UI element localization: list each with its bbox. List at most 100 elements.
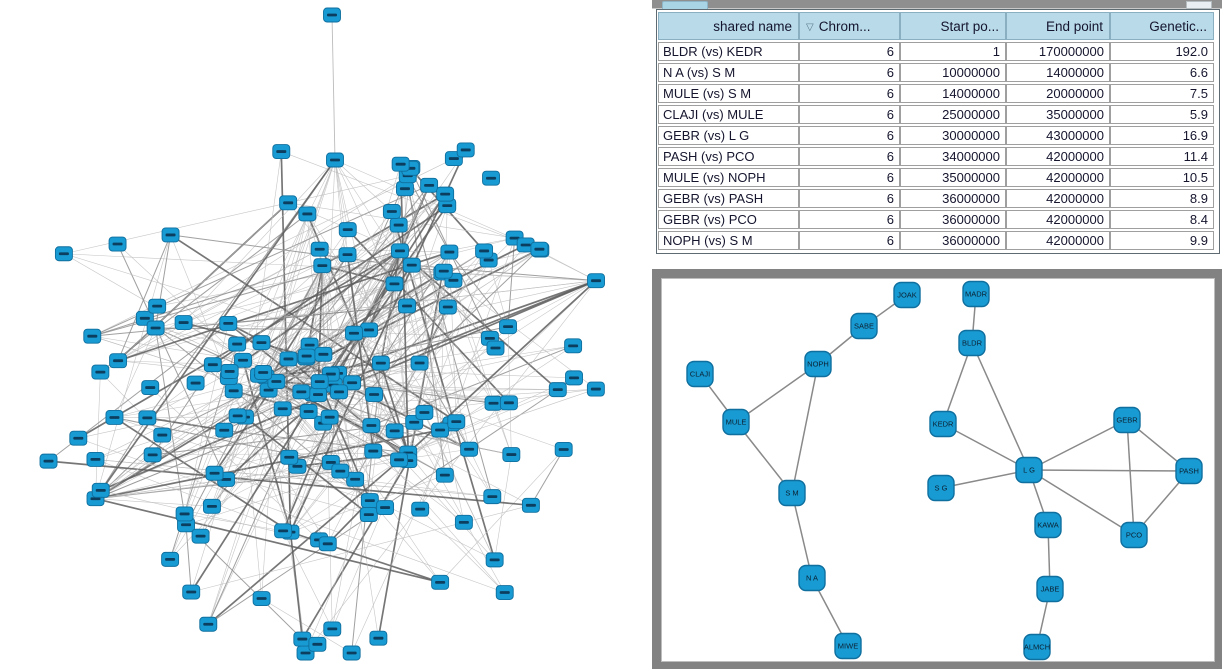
overview-network-node[interactable] — [83, 328, 102, 344]
network-node-L G[interactable]: L G — [1015, 456, 1043, 484]
overview-network-node[interactable] — [338, 222, 357, 238]
overview-network-node[interactable] — [228, 336, 247, 352]
overview-network-node[interactable] — [499, 319, 518, 335]
column-header-chromosome[interactable]: ▽ Chrom... — [799, 12, 900, 40]
overview-network-node[interactable] — [431, 422, 450, 438]
table-row[interactable]: NOPH (vs) S M 6 36000000 42000000 9.9 — [658, 231, 1214, 250]
overview-network-node[interactable] — [108, 236, 127, 252]
network-node-MULE[interactable]: MULE — [722, 408, 750, 436]
network-node-BLDR[interactable]: BLDR — [958, 329, 986, 357]
overview-network-node[interactable] — [447, 414, 466, 430]
overview-network-node[interactable] — [475, 243, 494, 259]
strip-slider-fragment[interactable] — [1186, 1, 1212, 9]
overview-network-node[interactable] — [203, 498, 221, 514]
table-row[interactable]: BLDR (vs) KEDR 6 1 170000000 192.0 — [658, 42, 1214, 61]
network-node-ALMCH[interactable]: ALMCH — [1023, 633, 1051, 661]
overview-network-node[interactable] — [273, 401, 292, 417]
overview-network-node[interactable] — [323, 621, 342, 637]
overview-network-node[interactable] — [360, 322, 379, 338]
overview-network-node[interactable] — [371, 355, 390, 371]
overview-network-node[interactable] — [431, 574, 450, 590]
network-node-S G[interactable]: S G — [927, 474, 955, 502]
overview-network-node[interactable] — [586, 381, 605, 397]
overview-network-node[interactable] — [362, 418, 381, 433]
overview-network-node[interactable] — [310, 241, 329, 257]
overview-network-node[interactable] — [483, 489, 502, 505]
overview-network-node[interactable] — [205, 465, 224, 481]
overview-network-node[interactable] — [252, 335, 271, 351]
overview-network-node[interactable] — [252, 591, 271, 606]
overview-network-node[interactable] — [499, 395, 518, 411]
overview-network-node[interactable] — [203, 357, 222, 373]
network-node-CLAJI[interactable]: CLAJI — [686, 360, 714, 388]
overview-network-node[interactable] — [153, 427, 172, 443]
overview-network-node[interactable] — [199, 616, 218, 632]
overview-network-node[interactable] — [360, 493, 379, 509]
overview-network-node[interactable] — [391, 156, 410, 172]
network-node-MIWE[interactable]: MIWE — [834, 632, 862, 660]
network-node-GEBR[interactable]: GEBR — [1113, 406, 1141, 434]
network-node-MADR[interactable]: MADR — [962, 280, 990, 308]
overview-network-node[interactable] — [143, 447, 162, 463]
overview-network-node[interactable] — [365, 387, 384, 402]
overview-network-node[interactable] — [69, 430, 88, 446]
network-node-PCO[interactable]: PCO — [1120, 521, 1148, 549]
overview-network-node[interactable] — [456, 142, 475, 158]
column-header-shared-name[interactable]: shared name — [658, 12, 799, 40]
overview-network-node[interactable] — [174, 315, 193, 330]
overview-network-node[interactable] — [482, 170, 500, 186]
network-node-KAWA[interactable]: KAWA — [1034, 511, 1062, 539]
overview-network-node[interactable] — [309, 387, 327, 403]
column-header-end-point[interactable]: End point — [1006, 12, 1110, 40]
network-node-SABE[interactable]: SABE — [850, 312, 878, 340]
overview-network-node[interactable] — [391, 243, 409, 259]
overview-network-node[interactable] — [486, 340, 505, 356]
overview-network-node[interactable] — [410, 355, 429, 371]
overview-network-node[interactable] — [279, 195, 298, 211]
overview-network-node[interactable] — [279, 351, 298, 367]
overview-network-node[interactable] — [228, 408, 247, 424]
overview-network-node[interactable] — [215, 422, 234, 438]
network-node-JABE[interactable]: JABE — [1036, 575, 1064, 603]
overview-network-node[interactable] — [310, 374, 329, 390]
overview-network-node[interactable] — [398, 298, 417, 314]
overview-network-node[interactable] — [323, 7, 341, 23]
network-node-N A[interactable]: N A — [798, 564, 826, 592]
table-row[interactable]: N A (vs) S M 6 10000000 14000000 6.6 — [658, 63, 1214, 82]
overview-network-node[interactable] — [186, 375, 205, 391]
overview-network-node[interactable] — [454, 514, 473, 530]
overview-network-node[interactable] — [338, 247, 357, 263]
overview-network-node[interactable] — [86, 451, 105, 467]
overview-network-node[interactable] — [343, 375, 362, 391]
overview-network-node[interactable] — [141, 380, 160, 396]
overview-network-node[interactable] — [182, 584, 201, 600]
overview-network-node[interactable] — [280, 449, 299, 465]
overview-network-node[interactable] — [272, 144, 291, 160]
overview-network-node[interactable] — [548, 382, 567, 398]
overview-network-node[interactable] — [385, 276, 404, 292]
network-node-NOPH[interactable]: NOPH — [804, 350, 832, 378]
overview-network-node[interactable] — [411, 501, 430, 517]
overview-network-node[interactable] — [293, 631, 312, 647]
overview-network-node[interactable] — [434, 263, 453, 279]
overview-network-node[interactable] — [321, 366, 340, 382]
network-node-JOAK[interactable]: JOAK — [893, 281, 921, 309]
overview-network-node[interactable] — [345, 325, 363, 341]
overview-network-node[interactable] — [376, 500, 395, 515]
overview-network-node[interactable] — [382, 204, 401, 219]
table-row[interactable]: CLAJI (vs) MULE 6 25000000 35000000 5.9 — [658, 105, 1214, 124]
overview-network-node[interactable] — [587, 273, 605, 289]
overview-network-node[interactable] — [234, 352, 252, 368]
overview-network-node[interactable] — [346, 471, 365, 487]
table-row[interactable]: PASH (vs) PCO 6 34000000 42000000 11.4 — [658, 147, 1214, 166]
network-node-S M[interactable]: S M — [778, 479, 806, 507]
overview-network-canvas[interactable] — [0, 0, 652, 669]
table-row[interactable]: GEBR (vs) PASH 6 36000000 42000000 8.9 — [658, 189, 1214, 208]
overview-network-node[interactable] — [436, 186, 455, 202]
filter-icon[interactable]: ▽ — [806, 21, 814, 33]
overview-network-node[interactable] — [254, 365, 273, 380]
overview-network-node[interactable] — [318, 536, 337, 552]
overview-network-node[interactable] — [438, 299, 457, 315]
table-row[interactable]: GEBR (vs) L G 6 30000000 43000000 16.9 — [658, 126, 1214, 145]
overview-network-node[interactable] — [364, 443, 383, 459]
